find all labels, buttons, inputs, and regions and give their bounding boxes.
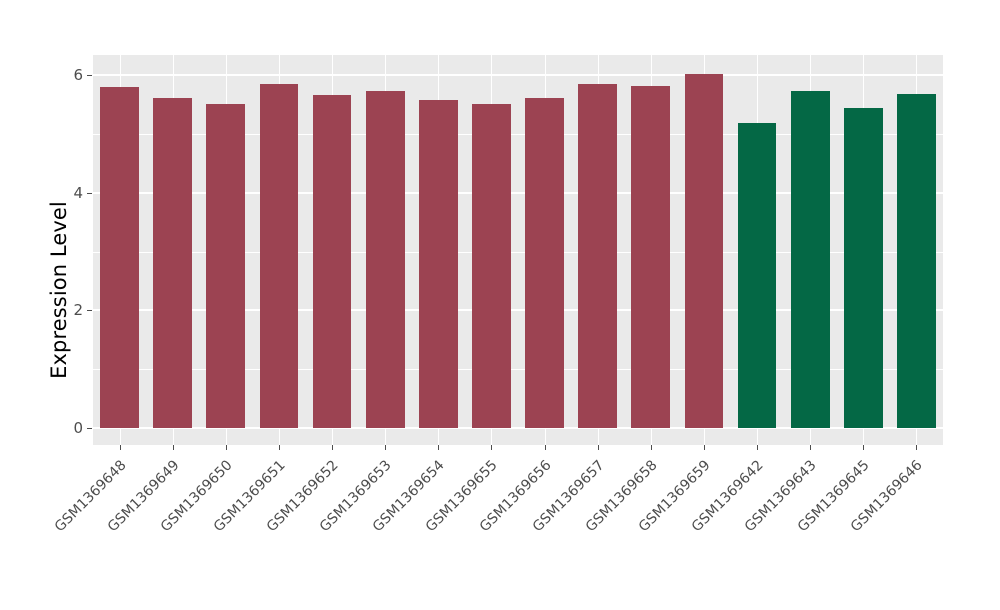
bar xyxy=(525,97,564,428)
bar xyxy=(100,87,139,428)
y-axis-tick-mark xyxy=(87,428,92,429)
x-axis-tick-mark xyxy=(598,445,599,450)
x-axis-tick-mark xyxy=(704,445,705,450)
y-axis-tick-mark xyxy=(87,192,92,194)
y-axis-tick-label: 0 xyxy=(73,419,83,437)
gridline-major xyxy=(93,309,943,312)
gridline-major xyxy=(93,74,943,77)
x-axis-tick-mark xyxy=(863,445,864,450)
bar xyxy=(472,104,511,428)
bar xyxy=(259,83,299,428)
x-axis-tick-mark xyxy=(651,445,652,450)
gridline-minor xyxy=(93,251,943,253)
x-axis-tick-mark xyxy=(173,445,174,450)
x-axis-tick-mark xyxy=(757,445,758,450)
bar xyxy=(153,97,193,428)
bar xyxy=(790,90,830,428)
x-axis-tick-mark xyxy=(491,445,492,450)
x-axis-tick-mark xyxy=(545,445,546,450)
y-axis-tick-label: 2 xyxy=(73,301,83,320)
y-axis-tick-label: 4 xyxy=(73,183,83,202)
x-axis-tick-mark xyxy=(332,445,333,450)
y-axis-tick-label: 6 xyxy=(73,66,83,85)
y-axis-title: Expression Level xyxy=(47,201,71,379)
bar xyxy=(418,99,458,428)
bar xyxy=(631,85,671,428)
y-axis-tick-mark xyxy=(87,310,92,312)
y-axis-tick-mark xyxy=(87,75,92,77)
gridline-major xyxy=(93,191,943,194)
plot-panel xyxy=(93,55,943,445)
bar xyxy=(897,94,936,428)
x-axis-tick-mark xyxy=(226,445,227,450)
bar xyxy=(684,73,724,428)
bar xyxy=(578,83,618,428)
x-axis-tick-mark xyxy=(279,445,280,450)
bar xyxy=(365,90,405,428)
gridline-minor xyxy=(93,369,943,371)
bar-chart: Expression Level 0 2 4 6 GSM1369648 GSM136964… xyxy=(47,55,943,536)
gridline-minor xyxy=(93,133,943,135)
x-axis-tick-mark xyxy=(916,445,917,450)
bar xyxy=(843,107,883,428)
x-axis-tick-mark xyxy=(438,445,439,450)
x-axis-tick-mark xyxy=(385,445,386,450)
bar xyxy=(206,104,246,428)
bar xyxy=(312,95,352,428)
gridline-major xyxy=(93,427,943,429)
x-axis-tick-mark xyxy=(810,445,811,450)
bar xyxy=(737,122,777,428)
x-axis-tick-mark xyxy=(120,445,121,450)
